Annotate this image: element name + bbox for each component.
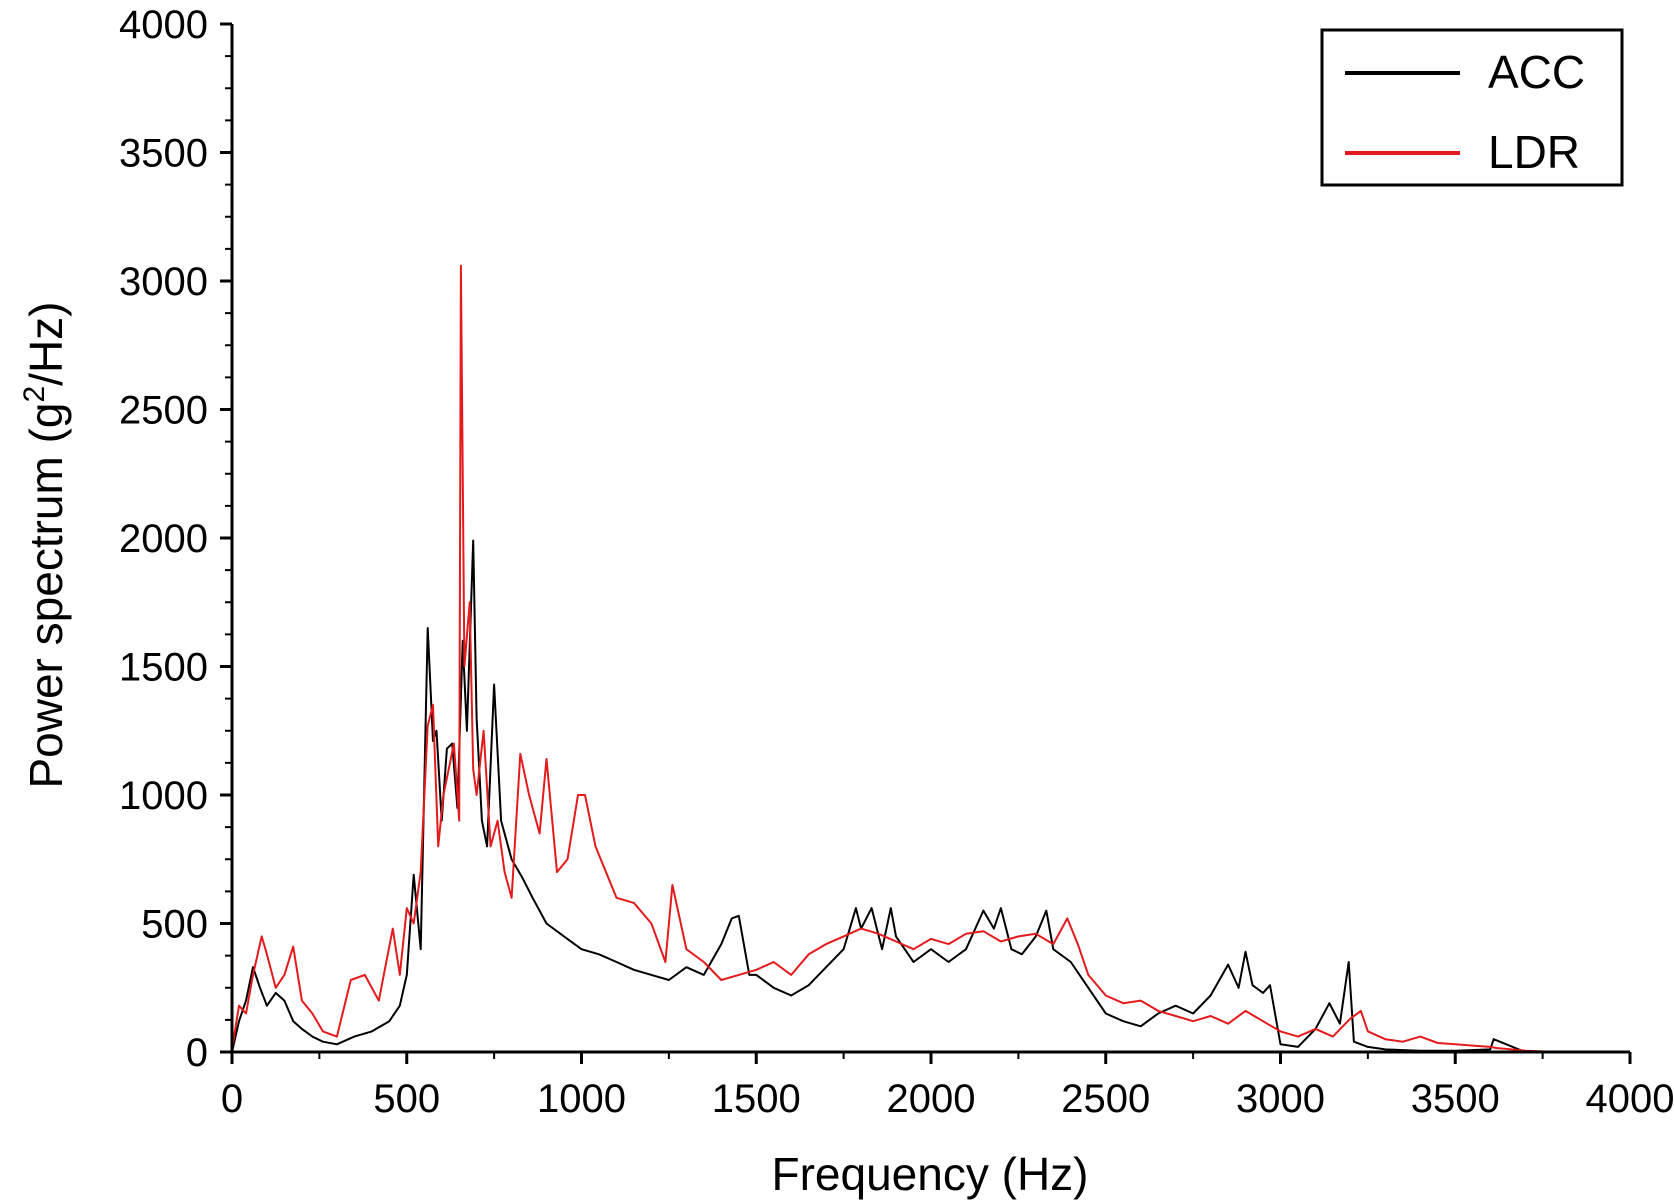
x-tick-label: 2000	[887, 1077, 976, 1121]
y-tick-label: 1500	[119, 646, 208, 690]
y-axis-title-superscript: 2	[18, 386, 51, 403]
legend-label-acc: ACC	[1488, 46, 1585, 98]
y-axis-title-tail: /Hz)	[20, 301, 72, 385]
plot-lines	[231, 264, 1630, 1053]
y-tick-label: 3000	[119, 260, 208, 304]
legend: ACC LDR	[1320, 28, 1624, 187]
y-tick-label: 2000	[119, 517, 208, 561]
y-tick-label: 0	[186, 1031, 208, 1075]
series-line-acc	[231, 539, 1630, 1053]
legend-label-ldr: LDR	[1488, 126, 1580, 178]
y-axis-title: Power spectrum (g2/Hz)	[18, 301, 72, 788]
x-tick-label: 500	[373, 1077, 440, 1121]
y-tick-label: 1000	[119, 774, 208, 818]
ticks: 0 500 1000 1500 2000 2500 3000 3500 4000 0 500 1000…	[119, 3, 1674, 1121]
x-tick-label: 1000	[537, 1077, 626, 1121]
y-tick-label: 2500	[119, 389, 208, 433]
y-tick-label: 4000	[119, 3, 208, 47]
x-tick-label: 2500	[1061, 1077, 1150, 1121]
legend-box	[1320, 28, 1624, 187]
y-tick-label: 3500	[119, 132, 208, 176]
x-tick-label: 3500	[1411, 1077, 1500, 1121]
x-tick-label: 3000	[1236, 1077, 1325, 1121]
y-axis-title-main: Power spectrum (g	[20, 403, 72, 789]
x-tick-label: 1500	[712, 1077, 801, 1121]
y-tick-label: 500	[141, 903, 208, 947]
x-axis-title: Frequency (Hz)	[772, 1148, 1089, 1200]
x-tick-label: 4000	[1586, 1077, 1674, 1121]
series-line-ldr	[231, 264, 1630, 1053]
x-tick-label: 0	[221, 1077, 243, 1121]
